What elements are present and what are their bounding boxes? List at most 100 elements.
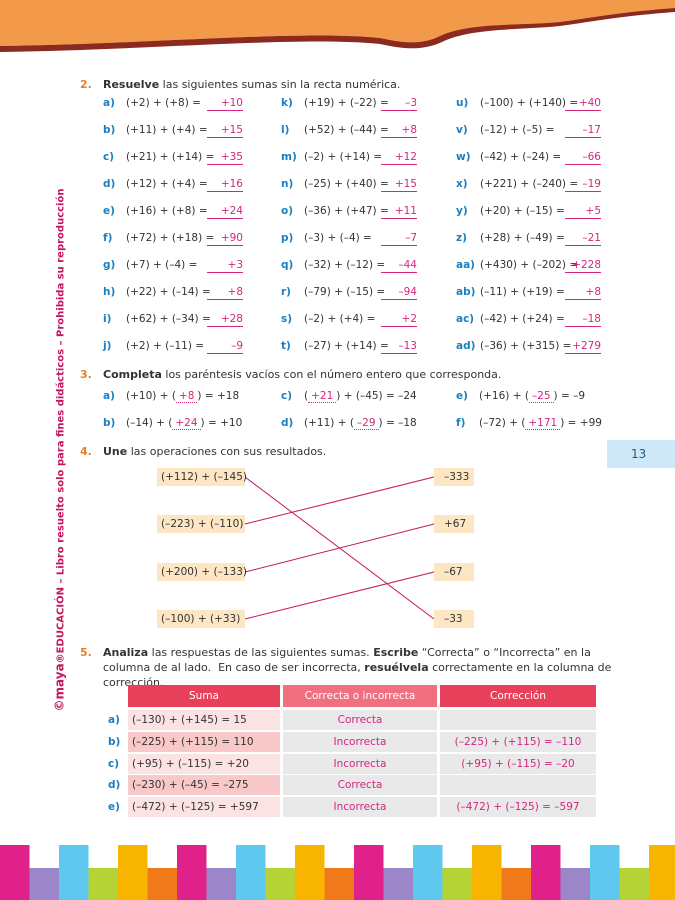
item-letter: a) (103, 97, 115, 109)
item-letter: e) (103, 205, 115, 217)
operation-box: (+112) + (–145) (157, 468, 247, 486)
item-letter: d) (103, 178, 116, 190)
table-cell: (–225) + (+115) = –110 (440, 731, 596, 752)
item-expression: (–79) + (–15) = (304, 286, 386, 298)
page-tab (607, 440, 675, 468)
item-answer: +3 (207, 260, 243, 273)
item-answer: +10 (207, 98, 243, 111)
stripe (59, 845, 89, 900)
item-answer: +15 (381, 179, 417, 192)
item-expression: (–36) + (+47) = (304, 205, 389, 217)
item-letter: c) (103, 151, 115, 163)
item-answer: –3 (381, 98, 417, 111)
item-answer: +11 (381, 206, 417, 219)
item-answer: +15 (207, 125, 243, 138)
table-header: Correcta o incorrecta (283, 685, 437, 707)
item-expression: (+11) + (–29) = –18 (304, 417, 417, 430)
item-answer: –13 (381, 341, 417, 354)
item-answer: +24 (172, 417, 201, 430)
item-expression: (+221) + (–240) = (480, 178, 579, 190)
stripe (590, 845, 620, 900)
item-letter: p) (281, 232, 294, 244)
top-stripe (0, 8, 675, 52)
instruction-part: Analiza (103, 646, 149, 659)
item-expression: (–72) + (+171) = +99 (479, 417, 602, 430)
instruction-part: Escribe (373, 646, 419, 659)
item-expression: (–42) + (–24) = (480, 151, 562, 163)
item-letter: w) (456, 151, 471, 163)
stripe (413, 845, 443, 900)
item-answer: –9 (207, 341, 243, 354)
item-answer: +12 (381, 152, 417, 165)
item-letter: v) (456, 124, 468, 136)
table-header: Suma (128, 685, 280, 707)
item-expression: (–2) + (+14) = (304, 151, 383, 163)
stripe (354, 845, 384, 900)
item-letter: g) (103, 259, 116, 271)
item-answer: +171 (525, 417, 561, 430)
stripe (295, 845, 325, 900)
expr-end: ) = +18 (197, 390, 240, 402)
item-expression: (–12) + (–5) = (480, 124, 555, 136)
item-expression: (–42) + (+24) = (480, 313, 565, 325)
instruction-part: los paréntesis vacíos con el número ente… (161, 368, 502, 381)
item-letter: y) (456, 205, 468, 217)
item-expression: (+11) + (+4) = (126, 124, 208, 136)
item-letter: j) (103, 340, 112, 352)
result-box: –67 (434, 563, 474, 581)
item-answer: +40 (565, 98, 601, 111)
item-answer: +8 (207, 287, 243, 300)
row-letter: e) (108, 801, 120, 814)
item-letter: aa) (456, 259, 475, 271)
item-expression: (+16) + (–25) = –9 (479, 390, 585, 403)
expr-start: (–14) + ( (126, 417, 173, 429)
item-expression: (+20) + (–15) = (480, 205, 565, 217)
item-letter: h) (103, 286, 116, 298)
item-answer: –17 (565, 125, 601, 138)
operation-box: (+200) + (–133) (157, 563, 247, 581)
item-letter: z) (456, 232, 467, 244)
item-letter: b) (103, 124, 116, 136)
item-answer: –94 (381, 287, 417, 300)
item-expression: (+52) + (–44) = (304, 124, 389, 136)
table-cell: (–472) + (–125) = –597 (440, 797, 596, 818)
item-expression: (+2) + (–11) = (126, 340, 205, 352)
item-answer: +2 (381, 314, 417, 327)
stripe (88, 868, 118, 900)
item-expression: (+19) + (–22) = (304, 97, 389, 109)
item-letter: u) (456, 97, 469, 109)
item-expression: (+2) + (+8) = (126, 97, 201, 109)
table-cell: Correcta (283, 710, 437, 730)
item-expression: (–27) + (+14) = (304, 340, 389, 352)
table-cell: Correcta (283, 775, 437, 796)
item-expression: (+62) + (–34) = (126, 313, 211, 325)
item-answer: +8 (565, 287, 601, 300)
item-answer: –29 (353, 417, 379, 430)
exercise-number: 3. (80, 368, 92, 381)
item-expression: (+16) + (+8) = (126, 205, 208, 217)
exercise-number: 5. (80, 646, 92, 659)
stripe (147, 868, 177, 900)
item-letter: ad) (456, 340, 476, 352)
table-cell: (+95) + (–115) = –20 (440, 753, 596, 774)
stripe (265, 868, 295, 900)
item-expression: (–25) + (+40) = (304, 178, 389, 190)
item-letter: l) (281, 124, 290, 136)
table-cell: Incorrecta (283, 797, 437, 818)
stripe (0, 845, 30, 900)
item-letter: f) (103, 232, 113, 244)
item-letter: s) (281, 313, 293, 325)
item-letter: e) (456, 390, 468, 402)
table-cell: Incorrecta (283, 753, 437, 774)
item-answer: +8 (381, 125, 417, 138)
item-expression: (+7) + (–4) = (126, 259, 198, 271)
top-wave (0, 0, 675, 46)
item-answer: –25 (528, 390, 554, 403)
item-letter: d) (281, 417, 294, 429)
instruction-part: Resuelve (103, 78, 160, 91)
table-cell: (–225) + (+115) = 110 (128, 731, 280, 752)
item-answer: +16 (207, 179, 243, 192)
item-expression: (+21) + (+14) = (126, 151, 215, 163)
